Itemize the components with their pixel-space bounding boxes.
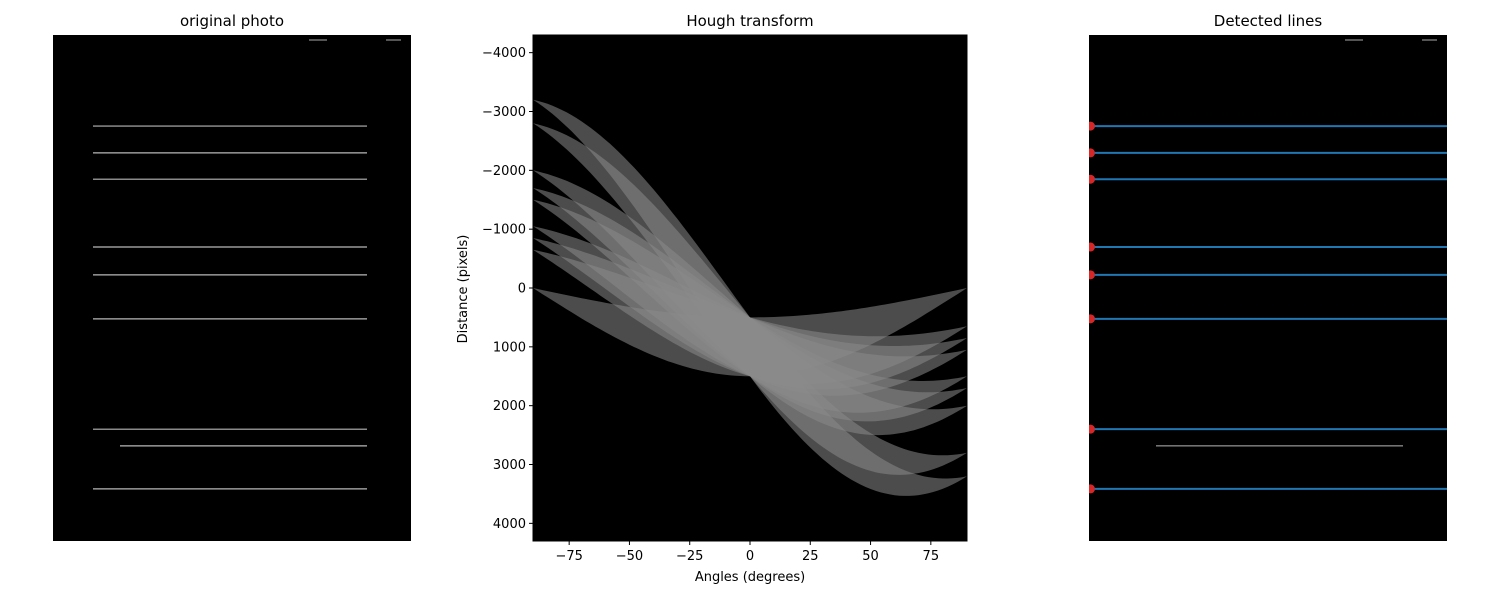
x-axis-label: Angles (degrees) <box>695 570 805 585</box>
detected-line-marker <box>1089 148 1095 158</box>
middle-panel-title: Hough transform <box>686 12 814 30</box>
y-tick-label: −1000 <box>482 223 526 238</box>
hough-transform-chart: −75 −50 −25 0 25 50 75 −4000 −3000 −2000 −1000 0 100… <box>456 34 968 585</box>
y-tick-label: −2000 <box>482 164 526 179</box>
left-panel-title: original photo <box>179 12 285 30</box>
hough-band <box>533 188 967 422</box>
x-tick-label: −25 <box>676 549 703 564</box>
y-tick-label: 3000 <box>493 458 526 473</box>
hough-band <box>533 170 967 436</box>
x-tick-label: 0 <box>746 549 754 564</box>
x-tick-label: −75 <box>555 549 582 564</box>
hough-band <box>533 123 967 475</box>
detected-line-marker <box>1089 174 1095 184</box>
y-tick-label: 4000 <box>493 517 526 532</box>
y-tick-label: −4000 <box>482 46 526 61</box>
hough-band <box>533 249 967 385</box>
right-panel-title: Detected lines <box>1213 12 1323 30</box>
detected-lines-image <box>1089 35 1447 541</box>
x-tick-label: 25 <box>802 549 819 564</box>
x-tick-label: −50 <box>616 549 643 564</box>
original-photo-image <box>53 35 411 541</box>
detected-line-marker <box>1089 270 1095 280</box>
detected-line-marker <box>1089 484 1095 494</box>
detected-line-marker <box>1089 242 1095 252</box>
y-tick-label: −3000 <box>482 105 526 120</box>
hough-band <box>533 288 967 377</box>
y-tick-label: 0 <box>518 282 526 297</box>
detected-line-marker <box>1089 424 1095 434</box>
x-tick-label: 50 <box>862 549 879 564</box>
detected-line-marker <box>1089 121 1095 131</box>
y-tick-label: 1000 <box>493 340 526 355</box>
y-axis-label: Distance (pixels) <box>456 235 471 344</box>
detected-line-marker <box>1089 314 1095 324</box>
hough-band <box>533 199 967 413</box>
y-tick-label: 2000 <box>493 399 526 414</box>
x-tick-label: 75 <box>923 549 940 564</box>
